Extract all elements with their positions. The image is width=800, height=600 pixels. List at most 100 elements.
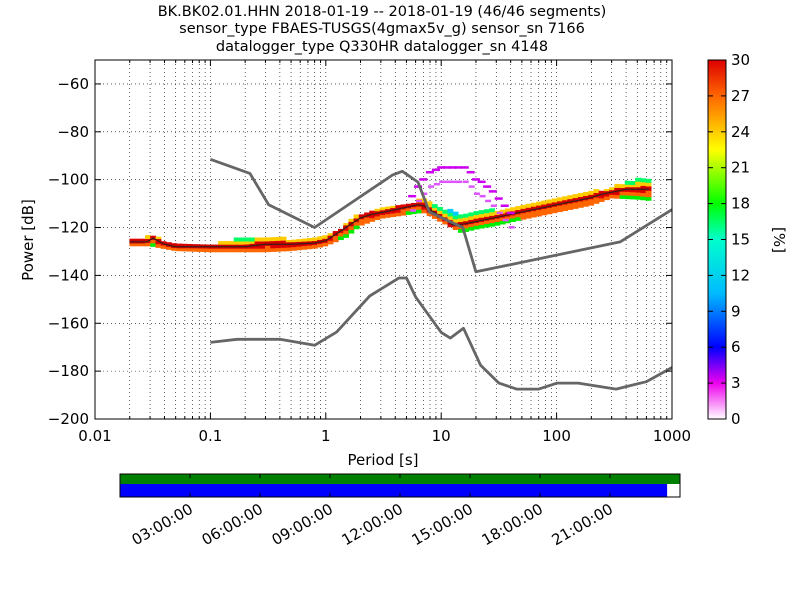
ppsd-cell (562, 207, 569, 212)
ppsd-outlier-cell (466, 170, 475, 174)
ppsd-cell (619, 191, 626, 196)
ppsd-cell (442, 209, 449, 214)
y-tick-label: −120 (48, 219, 89, 237)
ppsd-cell (478, 224, 485, 229)
ppsd-cell (504, 215, 511, 220)
ppsd-cell (546, 210, 553, 215)
ppsd-cell (238, 241, 245, 246)
ppsd-cell (624, 184, 631, 189)
ppsd-cell (306, 238, 313, 243)
ppsd-cell (635, 192, 642, 197)
ppsd-cell (520, 204, 527, 209)
ppsd-cell (244, 248, 250, 253)
colorbar-tick-label: 21 (731, 159, 750, 177)
ppsd-cell (478, 210, 485, 215)
ppsd-outlier-cell (462, 180, 469, 184)
ppsd-outlier-cell (410, 209, 417, 212)
ppsd-cell (238, 237, 245, 242)
ppsd-cell (468, 212, 475, 217)
ppsd-cell (192, 247, 198, 252)
y-tick-label: −100 (48, 171, 89, 189)
ppsd-outlier-cell (477, 180, 486, 184)
ppsd-cell (233, 237, 240, 242)
ppsd-cell (207, 248, 214, 253)
ppsd-cell (343, 223, 350, 228)
ppsd-cell (484, 220, 490, 224)
ppsd-cell (567, 195, 574, 200)
ppsd-cell (525, 203, 532, 208)
ppsd-cell (583, 202, 589, 207)
colorbar-tick-label: 12 (731, 266, 750, 284)
ppsd-cell (358, 217, 365, 222)
colorbar-label: [%] (770, 227, 788, 253)
ppsd-cell (150, 242, 157, 247)
ppsd-cell (322, 235, 329, 240)
ppsd-cell (296, 239, 303, 244)
ppsd-cell (447, 208, 454, 213)
ppsd-cell (478, 220, 485, 225)
ppsd-cell (588, 198, 595, 203)
ppsd-cell (624, 180, 631, 185)
ppsd-cell (228, 248, 235, 253)
ppsd-cell (468, 226, 475, 231)
data-coverage-bar (120, 474, 680, 484)
ppsd-cell (145, 235, 151, 240)
ppsd-cell (645, 193, 652, 198)
colorbar-tick-label: 24 (731, 123, 750, 141)
ppsd-cell (254, 248, 261, 253)
ppsd-outlier-cell (502, 218, 509, 222)
ppsd-cell (364, 219, 370, 224)
ppsd-cell (291, 246, 297, 251)
ppsd-cell (275, 244, 282, 249)
ppsd-cell (640, 192, 647, 197)
ppsd-cell (603, 196, 610, 201)
colorbar-tick-label: 15 (731, 231, 750, 249)
coverage-tick-label: 06:00:00 (199, 500, 266, 549)
ppsd-outlier-cell (450, 180, 457, 184)
ppsd-cell (640, 196, 647, 201)
ppsd-cell (421, 209, 428, 214)
x-axis: 0.01 0.1 1 10 100 1000 (78, 60, 691, 445)
ppsd-cell (588, 190, 595, 195)
ppsd-cell (311, 244, 318, 249)
x-tick-label: 1000 (653, 427, 691, 445)
ppsd-cell (645, 182, 652, 187)
ppsd-cell (463, 224, 469, 229)
ppsd-cell (223, 248, 230, 253)
ppsd-cell (327, 233, 334, 238)
ppsd-cell (421, 202, 428, 207)
ppsd-cell (645, 178, 652, 183)
ppsd-cell (630, 181, 636, 186)
ppsd-cell (348, 225, 355, 230)
ppsd-cell (338, 236, 344, 241)
ppsd-cell (369, 217, 376, 222)
ppsd-cell (259, 237, 266, 242)
ppsd-cell (353, 221, 360, 226)
ppsd-cell (311, 237, 318, 242)
ppsd-cell (348, 218, 355, 223)
ppsd-cell (332, 234, 339, 239)
ppsd-cell (384, 206, 391, 211)
ppsd-cell (181, 247, 188, 252)
ppsd-cell (426, 204, 433, 209)
x-tick-label: 0.1 (198, 427, 222, 445)
ppsd-outlier-cell (414, 185, 423, 188)
ppsd-cell (426, 201, 433, 206)
ppsd-cell (338, 232, 344, 237)
ppsd-cell (640, 181, 647, 186)
coverage-tick-label: 03:00:00 (129, 500, 196, 549)
ppsd-cell (259, 248, 266, 253)
ppsd-cell (536, 208, 542, 213)
ppsd-cell (405, 210, 412, 215)
ppsd-outlier-cell (488, 190, 497, 193)
ppsd-cell (275, 247, 282, 252)
ppsd-outlier-cell (506, 211, 515, 215)
noise-model-nhnm (209, 157, 672, 274)
ppsd-cell (145, 242, 151, 247)
ppsd-histogram (129, 166, 652, 253)
ppsd-cell (134, 242, 141, 247)
ppsd-cell (484, 212, 490, 217)
ppsd-cell (317, 236, 323, 241)
ppsd-cell (567, 205, 574, 210)
ppsd-outlier-cell (428, 185, 435, 188)
